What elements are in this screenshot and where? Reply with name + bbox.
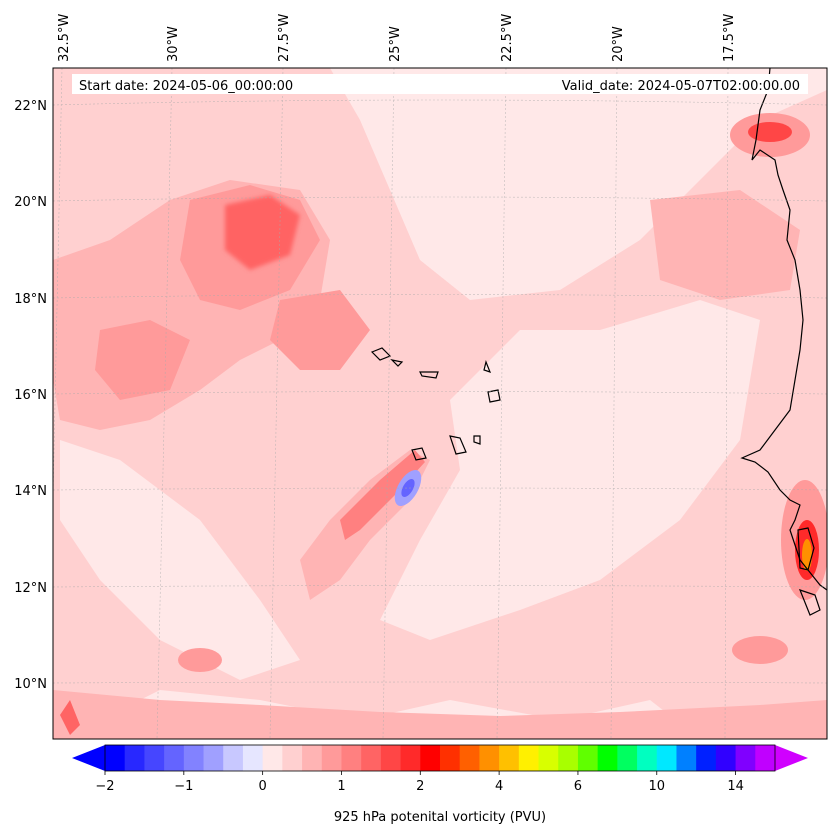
colorbar-cell: [440, 745, 461, 771]
colorbar-frame: [104, 744, 776, 772]
colorbar-cell: [735, 745, 756, 771]
lat-label: 14°N: [14, 484, 47, 499]
island-sao-nicolau: [419, 371, 439, 379]
colorbar-cell: [262, 745, 283, 771]
colorbar-extend-left: [72, 745, 105, 771]
field-strong-region-4: [270, 290, 370, 370]
colorbar-cell: [676, 745, 697, 771]
island-boa-vista: [487, 389, 501, 403]
colorbar-cell: [755, 745, 776, 771]
colorbar-cell: [361, 745, 382, 771]
field-se-peak: [802, 539, 812, 571]
field-light-region-2: [410, 110, 660, 260]
longitude-labels: 32.5°W 30°W 27.5°W 25°W 22.5°W 20°W 17.5…: [57, 14, 737, 62]
colorbar-cell: [400, 745, 421, 771]
colorbar-tick-label: 2: [416, 779, 424, 794]
lat-label: 18°N: [14, 292, 47, 307]
colorbar-cell: [479, 745, 500, 771]
field-southern-band: [53, 690, 827, 739]
colorbar-cell: [617, 745, 638, 771]
colorbar-cells: [105, 745, 776, 771]
lon-label: 20°W: [611, 26, 626, 62]
lon-label: 27.5°W: [277, 14, 292, 62]
colorbar-cell: [715, 745, 737, 771]
lon-label: 30°W: [166, 26, 181, 62]
latitude-labels: 22°N 20°N 18°N 16°N 14°N 12°N 10°N: [14, 99, 47, 692]
colorbar-tick-label: 4: [495, 779, 503, 794]
colorbar-cell: [223, 745, 244, 771]
colorbar-cell: [459, 745, 480, 771]
lon-label: 22.5°W: [500, 14, 515, 62]
colorbar-tick-label: −1: [174, 779, 193, 794]
colorbar-cell: [558, 745, 579, 771]
colorbar-tick-label: 6: [574, 779, 582, 794]
map-frame: [52, 67, 828, 740]
colorbar-cell: [203, 745, 224, 771]
colorbar-cell: [637, 745, 658, 771]
colorbar-cell: [499, 745, 520, 771]
island-sao-vicente: [390, 359, 404, 367]
valid-date-label: Valid_date: 2024-05-07T02:00:00.00: [562, 79, 800, 94]
colorbar-cell: [420, 745, 441, 771]
field-light-region-1: [380, 300, 760, 640]
colorbar: −2 −1 0 1 2 4 6 10 14 925 hPa potenital vorticit…: [72, 744, 808, 825]
colorbar-tick-label: 0: [259, 779, 267, 794]
island-santo-antao: [370, 347, 392, 361]
colorbar-cell: [302, 745, 323, 771]
colorbar-cell: [597, 745, 618, 771]
bissagos-islands: [798, 589, 821, 616]
field-strong-region-3: [95, 320, 190, 400]
colorbar-tick-label: −2: [95, 779, 114, 794]
colorbar-cell: [183, 745, 205, 771]
colorbar-cell: [321, 745, 342, 771]
lon-label: 17.5°W: [722, 14, 737, 62]
field-se-south-blob: [732, 636, 788, 664]
lon-label: 25°W: [388, 26, 403, 62]
field-negative-pv-core: [401, 478, 415, 498]
header-box: [72, 74, 808, 94]
island-maio: [473, 435, 481, 445]
colorbar-cell: [518, 745, 540, 771]
africa-coastline: [740, 68, 827, 591]
colorbar-tick-label: 1: [337, 779, 345, 794]
colorbar-cell: [144, 745, 165, 771]
colorbar-cell: [380, 745, 402, 771]
colorbar-cell: [656, 745, 677, 771]
colorbar-ticks: −2 −1 0 1 2 4 6 10 14: [95, 771, 744, 794]
island-sal: [483, 360, 492, 373]
field-ne-core: [748, 122, 792, 142]
colorbar-cell: [341, 745, 362, 771]
colorbar-title: 925 hPa potenital vorticity (PVU): [334, 810, 546, 825]
gambia-coast: [797, 527, 815, 571]
colorbar-cell: [696, 745, 717, 771]
colorbar-cell: [242, 745, 264, 771]
colorbar-cell: [124, 745, 145, 771]
colorbar-tick-label: 10: [648, 779, 665, 794]
colorbar-extend-right: [775, 745, 808, 771]
start-date-label: Start date: 2024-05-06_00:00:00: [79, 79, 293, 94]
field-light-region-3: [60, 440, 300, 680]
colorbar-cell: [282, 745, 303, 771]
lon-label: 32.5°W: [57, 14, 72, 62]
field-south-blob: [178, 648, 222, 672]
island-fogo: [411, 447, 427, 461]
colorbar-cell: [577, 745, 599, 771]
colorbar-cell: [105, 745, 126, 771]
field-diagonal-band-core: [340, 450, 425, 540]
field-strong-region-2: [225, 195, 300, 270]
field-southern-spot: [60, 700, 80, 735]
field-medium-region-1: [650, 190, 800, 300]
pv-field: [53, 68, 827, 739]
lat-label: 12°N: [14, 581, 47, 596]
colorbar-tick-label: 14: [727, 779, 744, 794]
island-santiago: [449, 435, 467, 455]
lat-label: 22°N: [14, 99, 47, 114]
colorbar-cell: [538, 745, 559, 771]
lat-label: 16°N: [14, 388, 47, 403]
lat-label: 10°N: [14, 677, 47, 692]
lat-label: 20°N: [14, 195, 47, 210]
coastlines: [370, 68, 827, 616]
colorbar-cell: [164, 745, 185, 771]
